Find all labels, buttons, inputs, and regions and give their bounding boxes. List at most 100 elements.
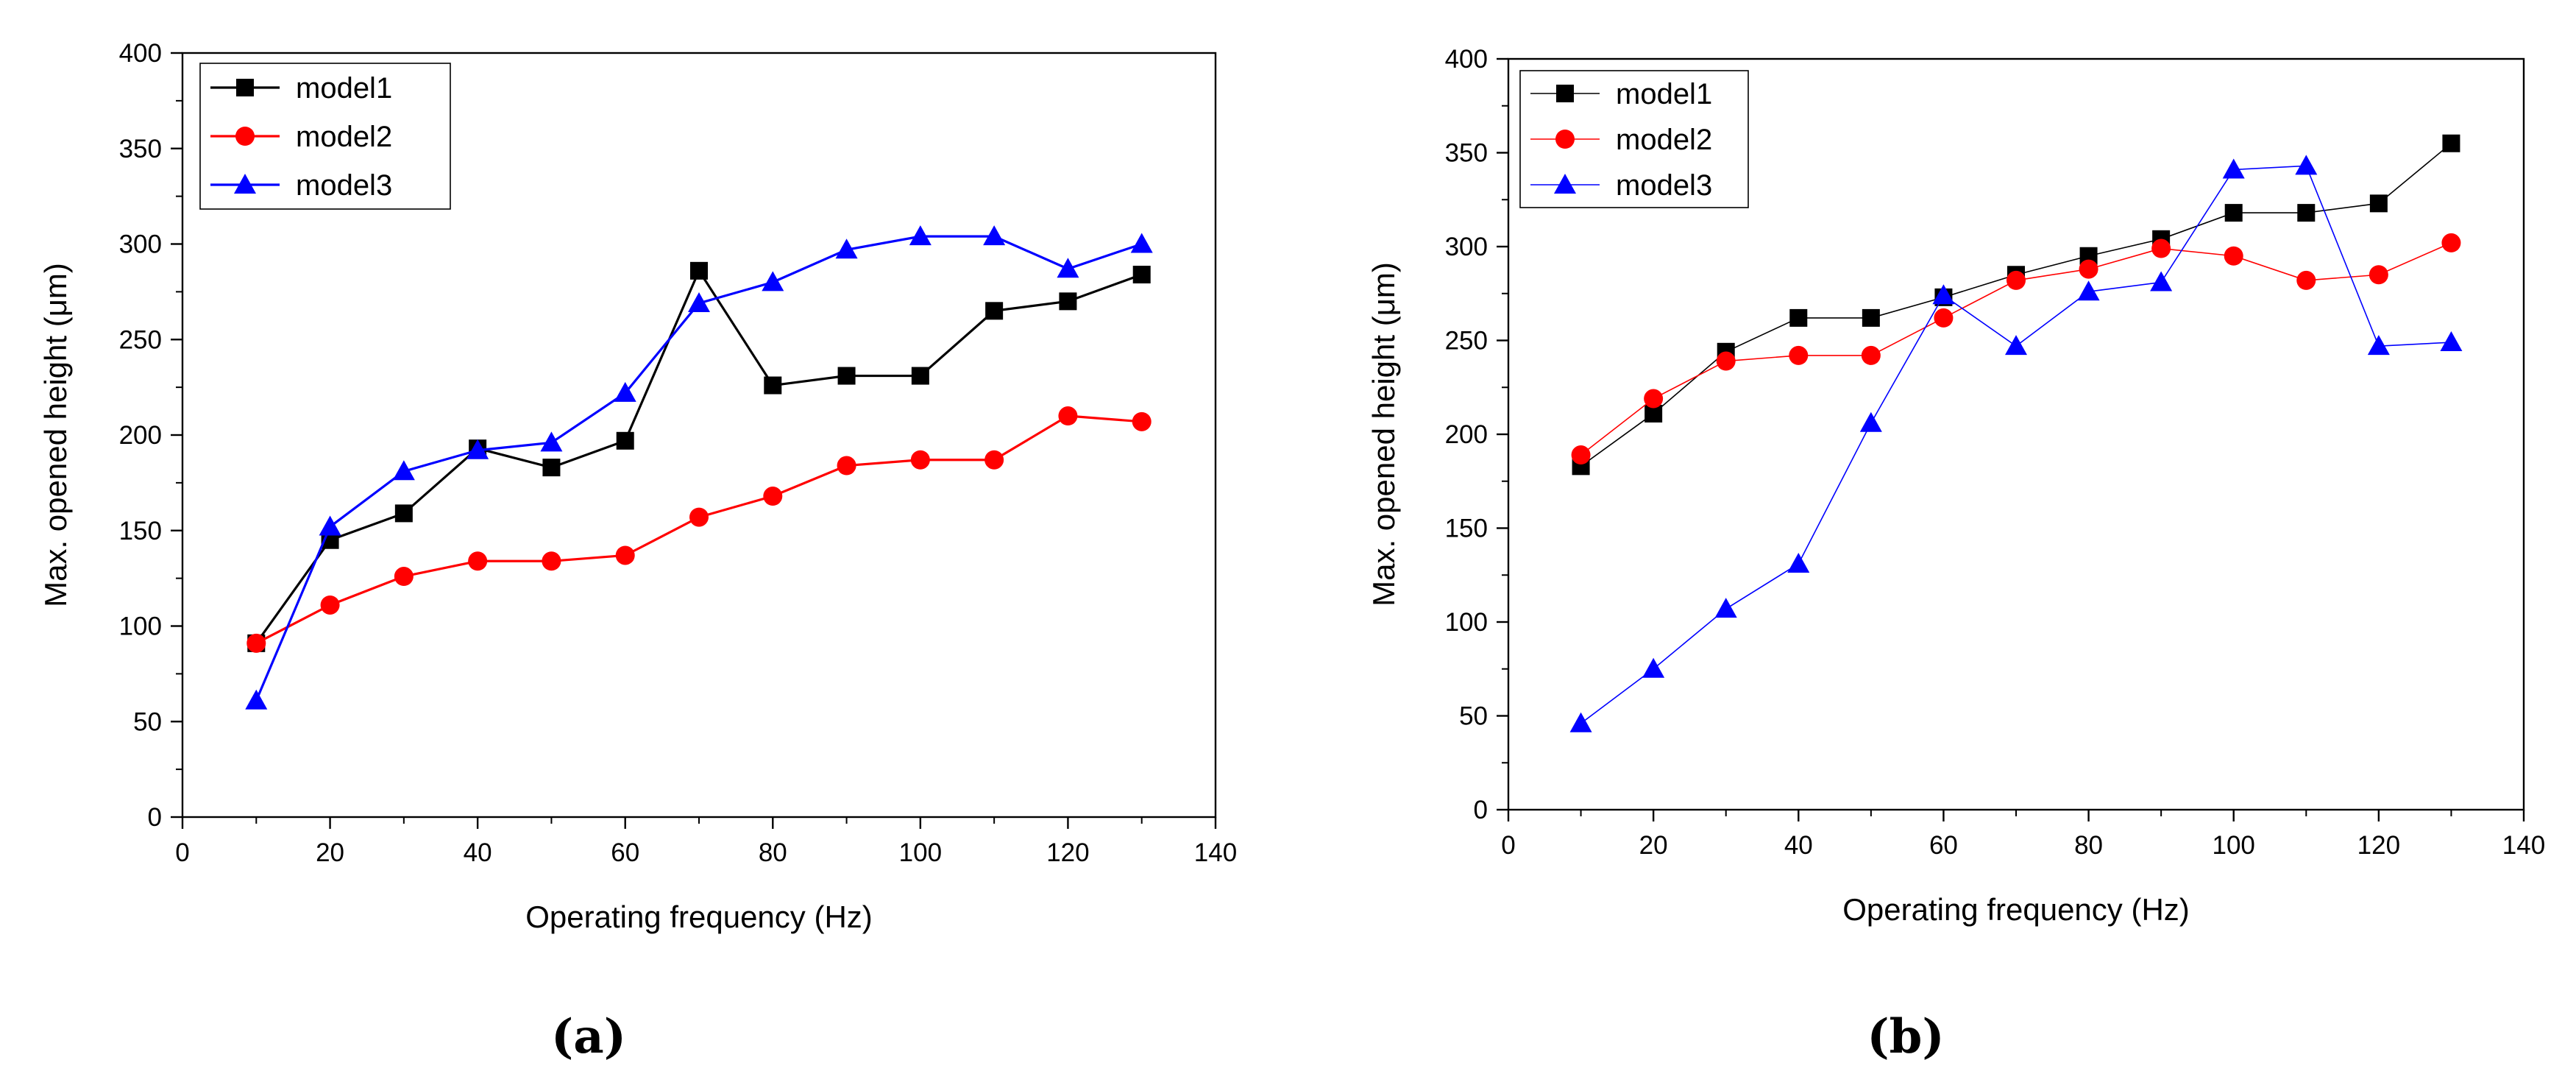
- data-point-model2: [1644, 389, 1664, 409]
- data-point-model3: [2295, 155, 2318, 175]
- legend-label-model3: model3: [296, 169, 392, 202]
- data-point-model3: [1642, 657, 1665, 678]
- data-point-model2: [2151, 238, 2171, 258]
- data-point-model1: [764, 376, 782, 395]
- data-point-model3: [1057, 258, 1079, 278]
- data-point-model2: [2296, 270, 2316, 290]
- legend-marker-model3: [1554, 174, 1576, 194]
- data-point-model1: [1059, 292, 1077, 311]
- data-point-model3: [688, 291, 710, 312]
- legend-label-model2: model2: [296, 121, 392, 153]
- y-axis-label: Max. opened height (μm): [1366, 262, 1401, 607]
- y-tick-label: 0: [1474, 796, 1488, 824]
- data-point-model1: [911, 367, 929, 385]
- x-tick-label: 140: [2502, 831, 2545, 860]
- y-tick-label: 300: [119, 230, 162, 259]
- data-point-model3: [909, 225, 932, 246]
- chart-panel-b: 0 20 40 60 80 100 120 140 0 50 100 150 200 250 300 350 4…: [1366, 45, 2545, 1064]
- data-point-model2: [468, 551, 488, 571]
- data-point-model2: [2369, 265, 2388, 285]
- x-axis-label: Operating frequency (Hz): [1842, 892, 2190, 927]
- data-point-model1: [1132, 266, 1151, 284]
- data-point-model3: [1714, 598, 1737, 618]
- data-point-model2: [984, 450, 1004, 470]
- data-point-model2: [1934, 308, 1954, 328]
- y-tick-label: 50: [1459, 702, 1488, 731]
- data-point-model2: [2224, 246, 2243, 266]
- data-point-model2: [1716, 351, 1736, 371]
- data-point-model2: [615, 545, 635, 565]
- legend-label-model1: model1: [296, 72, 392, 105]
- x-tick-label: 20: [316, 838, 344, 867]
- data-point-model2: [394, 567, 414, 587]
- data-point-model1: [394, 504, 413, 523]
- data-point-model3: [614, 381, 636, 402]
- data-point-model3: [762, 271, 784, 291]
- series-line-model2: [255, 414, 1142, 645]
- data-point-model2: [1058, 406, 1078, 426]
- data-point-model3: [1130, 233, 1153, 253]
- data-point-model3: [2077, 280, 2100, 301]
- y-tick-label: 350: [119, 135, 162, 163]
- legend-marker-model3: [234, 174, 256, 194]
- data-point-model3: [319, 515, 341, 536]
- legend-label-model1: model1: [1616, 78, 1712, 110]
- y-tick-label: 50: [133, 707, 162, 736]
- x-tick-label: 40: [1784, 831, 1813, 860]
- legend-marker-model1: [236, 79, 254, 96]
- legend-marker-model2: [235, 127, 255, 146]
- data-point-model3: [1787, 552, 1810, 573]
- data-point-model3: [1569, 712, 1592, 732]
- y-tick-label: 0: [148, 803, 162, 832]
- data-point-model1: [2442, 134, 2460, 152]
- data-point-model1: [2369, 194, 2388, 213]
- series-line-model3: [1580, 165, 2452, 724]
- data-point-model2: [2079, 259, 2098, 279]
- data-point-model2: [1789, 345, 1809, 365]
- data-point-model2: [246, 633, 266, 653]
- data-point-model3: [835, 238, 858, 259]
- legend-marker-model1: [1556, 85, 1574, 102]
- data-point-model3: [2005, 335, 2027, 356]
- chart-panel-a: 0 20 40 60 80 100 120 140 0 50 100 150 200 250 300 350 4…: [38, 39, 1237, 1064]
- data-point-model1: [2297, 204, 2316, 222]
- data-point-model3: [2150, 271, 2173, 291]
- x-tick-label: 0: [1501, 831, 1515, 860]
- data-point-model3: [466, 439, 489, 459]
- data-point-model3: [392, 460, 415, 481]
- x-tick-label: 60: [1929, 831, 1958, 860]
- y-tick-label: 150: [1445, 515, 1488, 543]
- x-tick-label: 20: [1639, 831, 1668, 860]
- data-point-model1: [985, 302, 1004, 320]
- data-point-model2: [2006, 270, 2026, 290]
- x-axis-label: Operating frequency (Hz): [525, 900, 873, 934]
- y-tick-label: 200: [1445, 420, 1488, 449]
- data-point-model2: [320, 595, 340, 615]
- y-tick-label: 300: [1445, 233, 1488, 261]
- data-point-model2: [689, 507, 709, 527]
- x-tick-label: 80: [759, 838, 787, 867]
- data-point-model3: [2367, 335, 2390, 356]
- data-point-model1: [542, 459, 561, 477]
- x-tick-label: 120: [2357, 831, 2400, 860]
- series-line-model1: [255, 268, 1143, 644]
- panel-label: (a): [551, 1009, 626, 1064]
- data-point-model1: [690, 261, 708, 280]
- data-point-model2: [910, 450, 930, 470]
- data-point-model2: [1132, 411, 1152, 431]
- y-tick-label: 100: [119, 612, 162, 641]
- data-point-model2: [1861, 345, 1881, 365]
- data-point-model1: [1789, 308, 1808, 327]
- y-tick-label: 100: [1445, 608, 1488, 637]
- x-tick-label: 100: [899, 838, 942, 867]
- data-point-model3: [2440, 331, 2463, 352]
- x-tick-label: 100: [2213, 831, 2255, 860]
- x-tick-label: 80: [2074, 831, 2103, 860]
- y-axis-label: Max. opened height (μm): [38, 263, 73, 607]
- data-point-model2: [2441, 233, 2461, 252]
- panel-label: (b): [1867, 1009, 1944, 1064]
- data-point-model2: [763, 487, 783, 506]
- x-tick-label: 120: [1046, 838, 1089, 867]
- y-tick-label: 250: [119, 325, 162, 354]
